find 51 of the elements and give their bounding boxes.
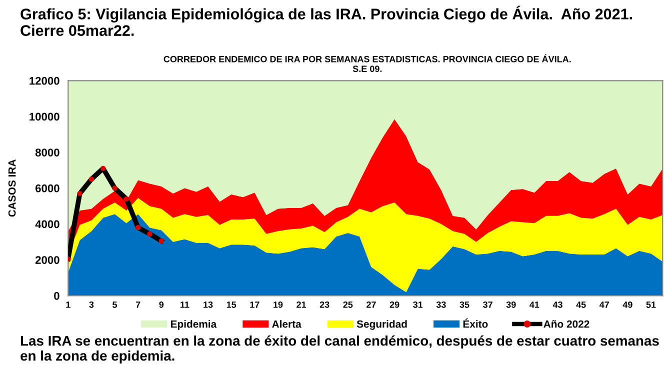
point: [88, 176, 94, 182]
x-tick-label: 49: [622, 301, 632, 308]
x-tick-label: 3: [89, 301, 94, 308]
point: [100, 166, 106, 172]
legend-label: Éxito: [463, 318, 488, 328]
point: [77, 190, 82, 196]
x-tick-label: 23: [320, 301, 330, 308]
point: [158, 238, 164, 244]
x-tick-label: 51: [646, 302, 656, 308]
x-tick-label: 15: [226, 302, 236, 308]
x-tick-label: 5: [112, 302, 118, 308]
x-tick-label: 47: [599, 302, 609, 308]
x-tick-label: 21: [296, 301, 306, 308]
point: [112, 186, 118, 191]
text: Las IRA se encuentran en la zona de éxito del canal endémico, después de estar cuatro semanas en la zona de epidemia.: [20, 335, 659, 364]
x-tick-label: 39: [506, 301, 516, 308]
legend-label: Epidemia: [170, 320, 217, 330]
y-tick-label: 0: [54, 292, 60, 300]
x-tick-label: 37: [482, 301, 492, 308]
x-tick-label: 17: [250, 302, 260, 308]
x-tick-label: 9: [159, 301, 164, 308]
y-tick-label: 12000: [30, 76, 60, 85]
point: [135, 224, 141, 230]
chart-subtitle: CORREDOR ENDEMICO DE IRA POR SEMANAS ESTADISTICAS. PROVINCIA CIEGO DE ÁVILA. S.E 09.: [164, 54, 571, 72]
y-tick-label: 6000: [35, 184, 60, 192]
x-tick-label: 19: [274, 301, 283, 308]
x-tick-label: 41: [530, 302, 540, 308]
x-tick-label: 13: [204, 301, 213, 308]
x-tick-label: 27: [366, 301, 376, 308]
line-series: [68, 166, 164, 262]
x-tick-label: 11: [180, 302, 190, 308]
point: [124, 196, 130, 202]
y-tick-label: 2000: [35, 256, 60, 264]
x-tick-label: 45: [576, 302, 586, 308]
x-tick-label: 33: [436, 301, 446, 308]
legend-label: Alerta: [272, 320, 302, 328]
y-tick-label: 4000: [35, 220, 60, 228]
y-tick-label: 8000: [35, 148, 60, 156]
y-tick-label: 10000: [30, 112, 60, 121]
x-tick-label: 31: [413, 301, 423, 308]
x-tick-label: 29: [390, 301, 400, 308]
x-tick-label: 35: [460, 301, 470, 308]
chart-title: Grafico 5: Vigilancia Epidemiológica de las IRA. Provincia Ciego de Ávila. Año 2021. Cierre 05mar22.: [20, 6, 632, 36]
legend-label: Año 2022: [544, 320, 590, 328]
x-tick-label: 25: [343, 301, 353, 308]
point: [147, 231, 152, 236]
y-axis-title: CASOS IRA: [8, 159, 16, 217]
x-tick-label: 7: [136, 302, 140, 308]
x-tick-label: 1: [66, 302, 70, 308]
x-tick-label: 43: [552, 301, 562, 308]
legend-label: Seguridad: [356, 320, 407, 330]
